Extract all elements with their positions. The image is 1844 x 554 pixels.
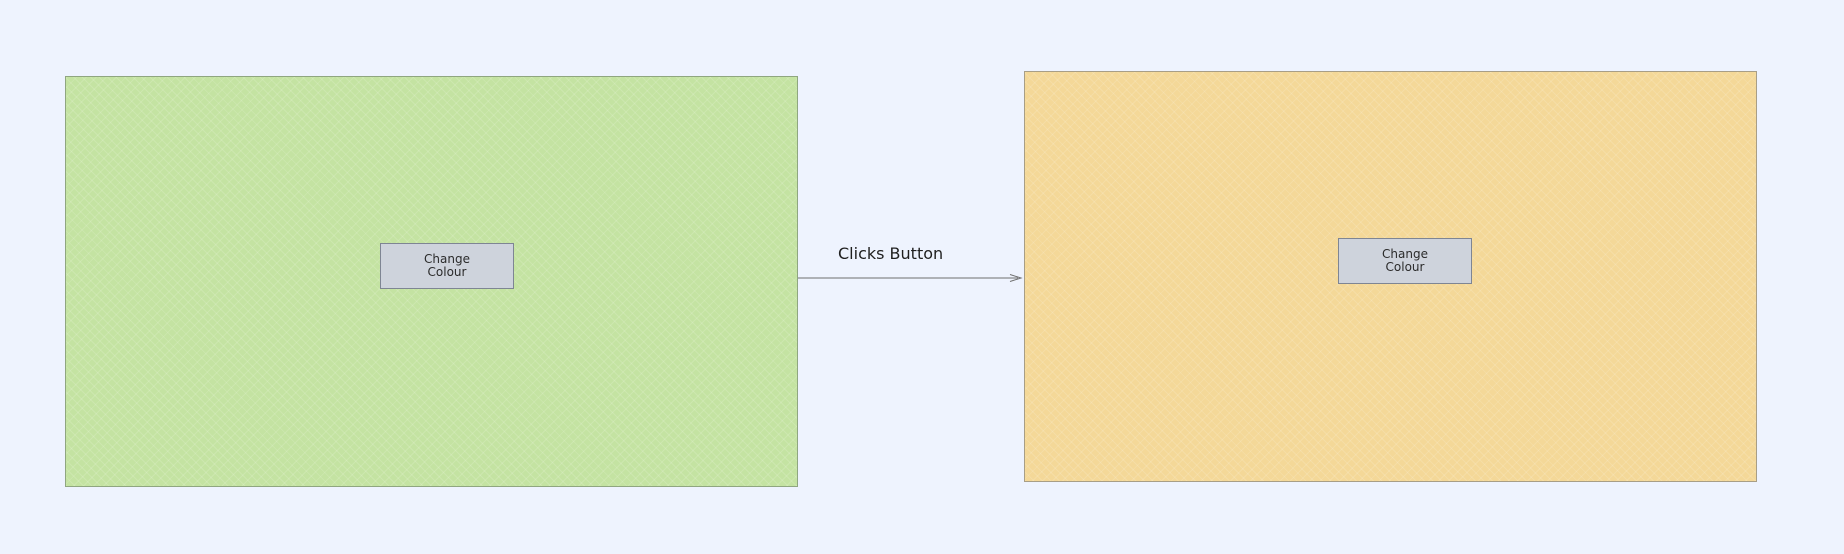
button-label-line2: Colour: [1385, 260, 1425, 274]
button-label-line2: Colour: [427, 265, 467, 279]
change-colour-button-before[interactable]: Change Colour: [380, 243, 514, 289]
change-colour-button-after[interactable]: Change Colour: [1338, 238, 1472, 284]
button-label-line1: Change: [424, 252, 470, 266]
arrow-label: Clicks Button: [838, 244, 944, 263]
panel-after-yellow: Change Colour: [1024, 71, 1757, 482]
button-label-line1: Change: [1382, 247, 1428, 261]
panel-before-green: Change Colour: [65, 76, 798, 487]
arrow-head: [1009, 274, 1023, 282]
